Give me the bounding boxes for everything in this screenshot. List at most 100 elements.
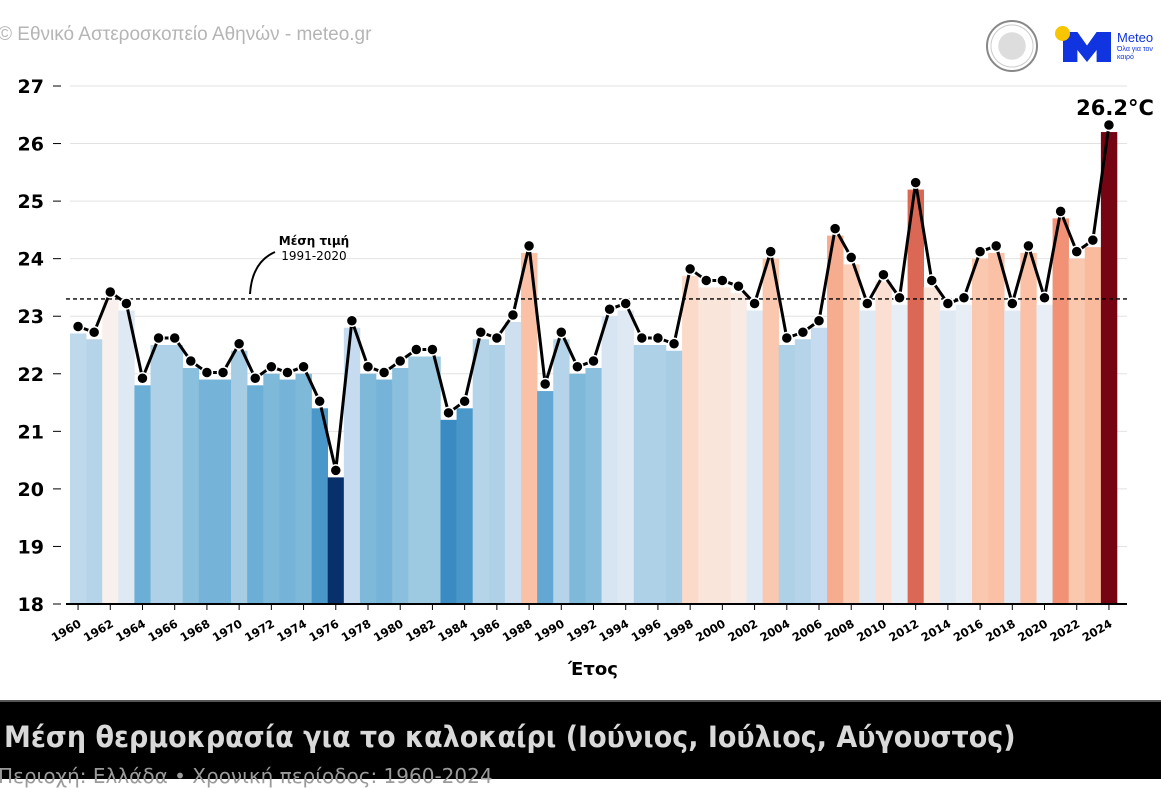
x-tick-label: 2004 [758,616,793,644]
point-2023 [1086,233,1100,247]
bar-1986 [488,345,506,604]
y-tick-label: 26 [18,134,44,156]
x-tick-label: 1992 [564,616,599,644]
chart-title: Μέση θερμοκρασία για το καλοκαίρι (Ιούνι… [4,720,1016,754]
point-1961 [87,325,101,339]
point-2022 [1070,245,1083,258]
bar-2016 [972,258,989,604]
bar-1983 [440,419,457,604]
bar-1992 [585,368,602,604]
point-1982 [426,343,439,356]
bar-1980 [392,368,409,604]
bar-1998 [682,275,699,604]
x-tick-label: 1970 [210,616,245,644]
x-tick-label: 1986 [468,616,503,644]
bar-2015 [955,304,973,604]
bar-2002 [746,310,763,604]
point-2016 [973,245,987,258]
x-tick-label: 1984 [435,616,470,644]
bar-1968 [198,379,216,604]
bar-2000 [714,287,731,604]
point-2007 [828,222,842,235]
meteo-logo: Meteo Όλα για τον καιρό [1055,26,1155,66]
point-2010 [877,268,890,281]
x-tick-label: 1966 [145,616,180,644]
x-axis-label: Έτος [567,659,618,680]
bar-2021 [1052,218,1069,604]
y-tick-label: 24 [18,249,44,271]
point-1971 [248,372,262,385]
point-1998 [683,262,697,276]
point-2012 [909,176,922,189]
point-1966 [168,331,181,345]
point-2024 [1102,118,1116,132]
point-2000 [716,274,729,287]
x-tick-label: 1980 [371,616,406,644]
y-tick-label: 18 [18,594,44,616]
point-1989 [538,377,552,391]
point-1993 [603,302,616,316]
bar-2020 [1036,304,1053,604]
point-2021 [1054,205,1067,218]
y-tick-label: 22 [18,364,44,386]
point-1996 [651,331,665,345]
bar-2014 [939,310,957,604]
point-1965 [152,331,165,345]
point-1962 [104,285,117,299]
point-1995 [635,331,649,345]
bar-1999 [698,287,715,604]
bar-2010 [875,281,892,604]
y-tick-label: 25 [18,191,44,213]
bar-1962 [102,298,119,604]
bar-1973 [279,379,296,604]
bar-1991 [569,373,586,604]
point-2020 [1038,291,1051,304]
x-tick-label: 1982 [403,616,438,644]
reference-sublabel: 1991-2020 [281,249,346,263]
point-2013 [925,274,939,287]
point-1963 [120,297,133,310]
bar-1978 [359,373,377,604]
point-2008 [844,251,858,264]
x-tick-label: 1978 [339,616,374,644]
x-tick-label: 1998 [661,616,696,644]
x-tick-label: 2020 [1015,616,1050,644]
y-tick-label: 23 [18,306,44,328]
bar-1974 [295,373,312,604]
bar-2024 [1100,132,1118,605]
summer-temperature-chart: 18 19 20 21 22 23 24 25 26 27 19601962196419661968… [18,76,1154,680]
point-1979 [377,366,391,379]
x-tick-label: 2012 [886,616,921,644]
x-tick-label: 2002 [725,616,760,644]
x-tick-label: 2024 [1080,616,1115,644]
bar-2004 [778,345,796,604]
point-1978 [361,360,375,374]
point-2006 [812,314,826,327]
bar-1994 [617,310,635,604]
max-value-label: 26.2°C [1076,96,1154,120]
x-tick-label: 2016 [951,616,986,644]
point-1976 [329,464,343,477]
point-1967 [184,354,198,368]
point-1987 [506,308,520,322]
point-2019 [1022,239,1035,253]
point-1968 [200,366,214,379]
point-1997 [667,337,681,351]
bar-2006 [810,327,828,604]
point-1991 [571,360,584,374]
point-1980 [393,354,407,368]
x-tick-label: 1974 [274,616,309,644]
bar-1981 [408,356,425,604]
point-1986 [490,331,504,345]
bar-1977 [343,327,361,604]
bar-2023 [1084,247,1102,604]
bar-1975 [311,408,329,604]
bar-1969 [214,379,232,604]
meteo-logo-slogan: Όλα για τον καιρό [1117,46,1153,61]
bar-2003 [762,258,780,604]
point-1977 [345,314,359,327]
point-1975 [313,395,326,408]
point-1983 [442,406,455,420]
bar-1971 [247,385,264,604]
bar-1985 [472,339,490,604]
